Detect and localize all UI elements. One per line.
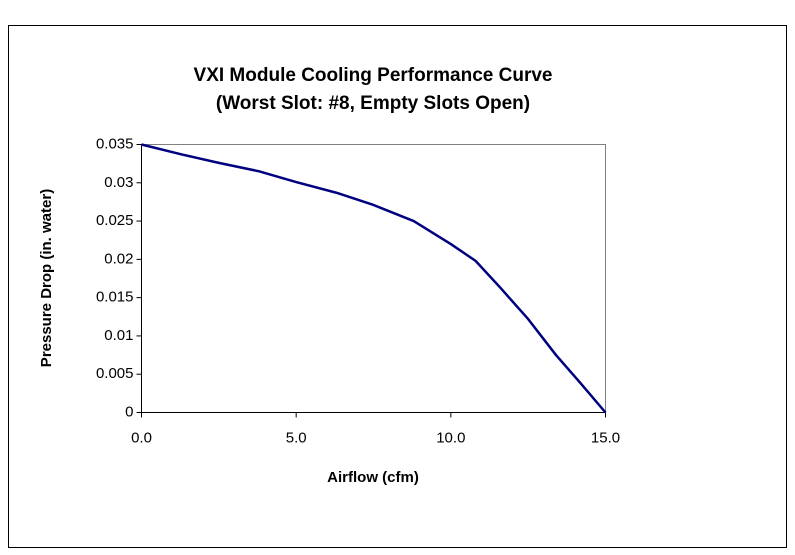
y-tick-label: 0.035 (96, 135, 134, 152)
y-tick-label: 0 (125, 403, 133, 420)
x-tick-label: 0.0 (131, 429, 152, 446)
y-tick-label: 0.005 (96, 365, 134, 382)
plot-area (141, 144, 606, 413)
y-axis-label: Pressure Drop (in. water) (38, 189, 55, 367)
chart-subtitle: (Worst Slot: #8, Empty Slots Open) (216, 93, 530, 114)
y-tick-label: 0.03 (104, 174, 133, 191)
chart-title: VXI Module Cooling Performance Curve (194, 65, 553, 86)
y-tick-label: 0.025 (96, 212, 134, 229)
x-tick-label: 15.0 (591, 429, 620, 446)
x-axis-label: Airflow (cfm) (327, 469, 419, 486)
y-tick-label: 0.01 (104, 327, 133, 344)
y-tick-label: 0.02 (104, 250, 133, 267)
data-line (141, 143, 607, 414)
x-tick-label: 10.0 (436, 429, 465, 446)
x-tick-label: 5.0 (286, 429, 307, 446)
y-tick-label: 0.015 (96, 289, 134, 306)
